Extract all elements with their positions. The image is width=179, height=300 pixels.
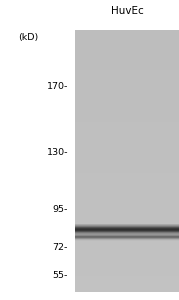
Text: HuvEc: HuvEc bbox=[111, 6, 143, 16]
Text: 72-: 72- bbox=[53, 243, 68, 252]
Text: 95-: 95- bbox=[53, 205, 68, 214]
Text: 170-: 170- bbox=[47, 82, 68, 91]
Text: 130-: 130- bbox=[47, 148, 68, 157]
Text: (kD): (kD) bbox=[18, 33, 38, 42]
Text: 55-: 55- bbox=[53, 271, 68, 280]
